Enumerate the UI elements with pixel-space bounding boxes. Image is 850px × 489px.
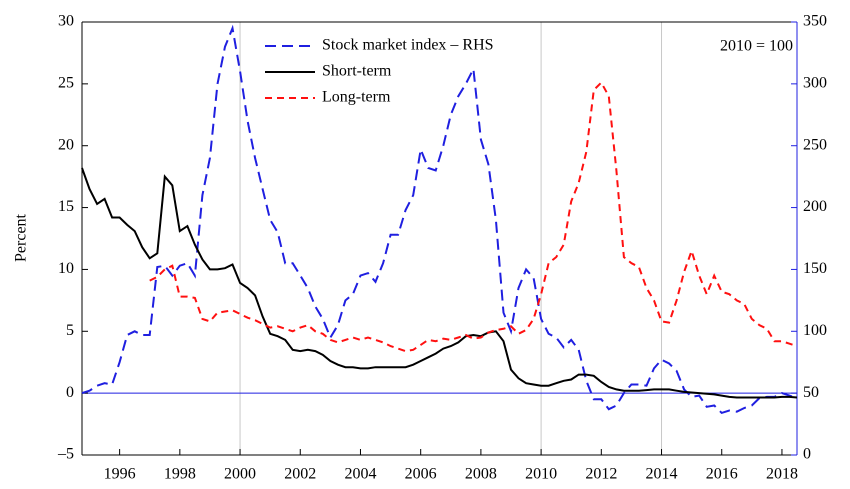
legend-label: Long-term	[322, 89, 391, 106]
series-line	[81, 24, 798, 415]
legend-label: Stock market index – RHS	[322, 37, 494, 54]
y2-tick-label: 350	[803, 13, 827, 30]
y-tick-label: –5	[57, 446, 74, 463]
y-tick-label: 10	[58, 260, 74, 277]
legend-label: Short-term	[322, 63, 392, 80]
x-tick-label: 1998	[164, 466, 196, 483]
annotation: 2010 = 100	[720, 38, 793, 55]
x-tick-label: 2018	[766, 466, 798, 483]
x-tick-label: 2002	[284, 466, 316, 483]
x-tick-label: 2012	[585, 466, 617, 483]
x-tick-label: 1996	[104, 466, 136, 483]
x-tick-label: 2000	[224, 466, 256, 483]
y-tick-label: 30	[58, 13, 74, 30]
x-tick-label: 2014	[646, 466, 678, 483]
y2-tick-label: 100	[803, 322, 827, 339]
y-axis-label: Percent	[13, 213, 30, 262]
series-line	[81, 167, 798, 399]
y2-tick-label: 50	[803, 384, 819, 401]
y2-tick-label: 300	[803, 75, 827, 92]
x-tick-label: 2006	[405, 466, 437, 483]
x-tick-label: 2016	[706, 466, 738, 483]
y-tick-label: 20	[58, 136, 74, 153]
x-tick-label: 2004	[344, 466, 376, 483]
x-tick-label: 2010	[525, 466, 557, 483]
y-tick-label: 0	[66, 384, 74, 401]
y-tick-label: 5	[66, 322, 74, 339]
y-tick-label: 15	[58, 198, 74, 215]
y2-tick-label: 250	[803, 136, 827, 153]
y2-tick-label: 0	[803, 446, 811, 463]
y2-tick-label: 200	[803, 198, 827, 215]
x-tick-label: 2008	[465, 466, 497, 483]
series-line	[149, 80, 798, 353]
y-tick-label: 25	[58, 75, 74, 92]
y2-tick-label: 150	[803, 260, 827, 277]
